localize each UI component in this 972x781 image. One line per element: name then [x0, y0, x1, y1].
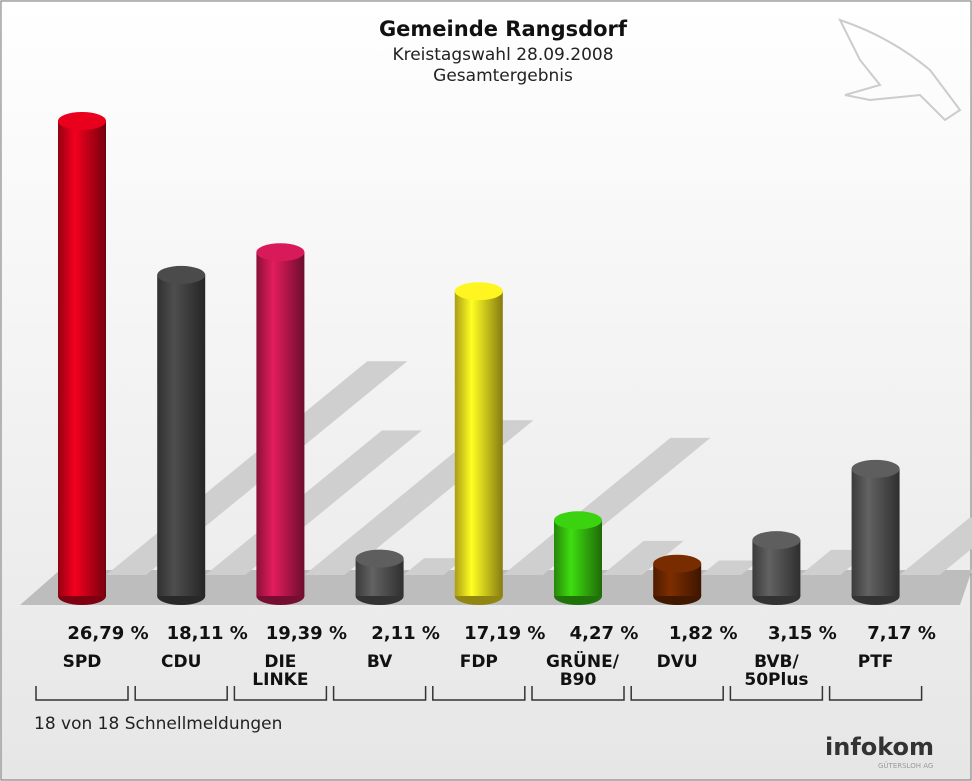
bar-cap [356, 550, 404, 568]
value-label: 3,15 % [768, 623, 837, 644]
x-tick-label: DIE LINKE [248, 653, 312, 689]
bar-cap [852, 460, 900, 478]
value-label: 17,19 % [464, 623, 545, 644]
bar [157, 275, 205, 596]
x-tick-label: BVB/ 50Plus [744, 653, 808, 689]
x-tick-label: FDP [447, 653, 511, 671]
value-label: 2,11 % [371, 623, 440, 644]
bar-cap [554, 511, 602, 529]
chart-title: Gemeinde Rangsdorf [379, 17, 628, 41]
value-label: 7,17 % [867, 623, 936, 644]
chart-subtitle: Kreistagswahl 28.09.2008 [392, 45, 613, 65]
x-tick-label: SPD [50, 653, 114, 671]
value-label: 19,39 % [266, 623, 347, 644]
logo-sub: GÜTERSLOH AG [878, 761, 933, 770]
bar-cap [752, 531, 800, 549]
value-label: 1,82 % [669, 623, 738, 644]
bar [852, 469, 900, 596]
value-label: 26,79 % [67, 623, 148, 644]
bar [58, 121, 106, 596]
bar-cap [256, 243, 304, 261]
chart: Gemeinde Rangsdorf Kreistagswahl 28.09.2… [0, 0, 972, 781]
value-label: 18,11 % [167, 623, 248, 644]
bar-cap [653, 555, 701, 573]
x-tick-label: BV [348, 653, 412, 671]
bar-cap [157, 266, 205, 284]
x-tick-label: DVU [645, 653, 709, 671]
x-tick-label: CDU [149, 653, 213, 671]
value-label: 4,27 % [570, 623, 639, 644]
x-tick-label: PTF [844, 653, 908, 671]
bar-cap [455, 282, 503, 300]
logo: infokom [825, 733, 934, 761]
x-tick-label: GRÜNE/ B90 [546, 653, 610, 689]
footnote: 18 von 18 Schnellmeldungen [34, 714, 282, 734]
bar [256, 252, 304, 596]
bar [554, 520, 602, 596]
bar-cap [58, 112, 106, 130]
chart-subtitle: Gesamtergebnis [433, 66, 573, 86]
bar [455, 291, 503, 596]
